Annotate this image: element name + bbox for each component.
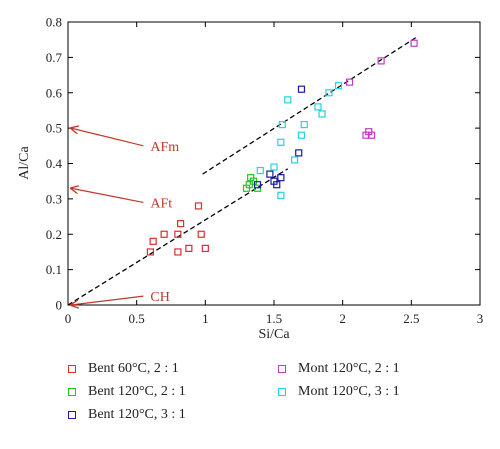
y-tick-label: 0.5 xyxy=(46,121,62,136)
data-point xyxy=(314,103,322,111)
data-point xyxy=(177,220,185,228)
data-point xyxy=(318,110,326,118)
x-tick-label: 3 xyxy=(477,311,484,326)
data-point xyxy=(277,174,285,182)
data-point xyxy=(277,138,285,146)
data-point xyxy=(277,191,285,199)
x-tick-label: 2.5 xyxy=(403,311,419,326)
data-point xyxy=(149,237,157,245)
trend-line xyxy=(202,35,419,175)
x-tick-label: 0 xyxy=(65,311,72,326)
y-tick-label: 0 xyxy=(56,298,63,313)
y-tick-label: 0.2 xyxy=(46,227,62,242)
annotation-label: AFt xyxy=(150,196,172,211)
data-point xyxy=(266,170,274,178)
annotation-arrow xyxy=(71,128,144,147)
data-point xyxy=(174,230,182,238)
y-tick-label: 0.6 xyxy=(46,85,63,100)
annotation-arrow xyxy=(71,295,144,305)
data-point xyxy=(201,244,209,252)
y-tick-label: 0.1 xyxy=(46,262,62,277)
x-axis-title: Si/Ca xyxy=(258,327,290,342)
data-point xyxy=(297,85,306,93)
data-point xyxy=(410,39,418,47)
data-point xyxy=(197,230,205,238)
data-point xyxy=(160,230,168,238)
y-tick-label: 0.8 xyxy=(46,15,62,30)
annotation-arrow xyxy=(71,188,144,204)
data-point xyxy=(185,244,193,252)
annotation-label: CH xyxy=(150,290,169,305)
data-point xyxy=(284,96,292,104)
data-point xyxy=(270,163,278,171)
data-point xyxy=(377,57,385,65)
data-point xyxy=(291,156,299,164)
y-tick-label: 0.3 xyxy=(46,191,62,206)
data-point xyxy=(300,120,308,129)
x-tick-label: 1.5 xyxy=(266,311,282,326)
data-point xyxy=(325,89,333,97)
data-point xyxy=(297,131,306,139)
data-point xyxy=(334,82,343,90)
x-tick-label: 2 xyxy=(339,311,346,326)
data-point xyxy=(278,120,286,129)
y-tick-label: 0.7 xyxy=(46,50,63,65)
data-point xyxy=(253,181,262,189)
data-point xyxy=(295,149,303,157)
y-tick-label: 0.4 xyxy=(46,156,63,171)
data-point xyxy=(146,248,154,256)
annotation-label: AFm xyxy=(150,140,179,155)
x-tick-label: 0.5 xyxy=(129,311,145,326)
data-point xyxy=(273,181,281,189)
y-axis-title: Al/Ca xyxy=(17,145,32,179)
data-point xyxy=(256,166,264,175)
data-point xyxy=(345,78,354,86)
data-point xyxy=(367,131,376,139)
data-point xyxy=(194,202,203,210)
x-tick-label: 1 xyxy=(202,311,209,326)
data-point xyxy=(174,248,182,256)
